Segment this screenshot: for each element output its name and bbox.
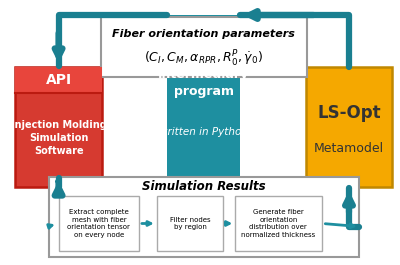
Text: Intermediary
program: Intermediary program xyxy=(158,68,249,98)
Text: Injection Molding
Simulation
Software: Injection Molding Simulation Software xyxy=(11,120,106,156)
Bar xyxy=(157,196,224,251)
Bar xyxy=(16,67,102,93)
Text: Metamodel: Metamodel xyxy=(314,142,384,155)
Bar xyxy=(16,67,102,187)
Text: Filter nodes
by region: Filter nodes by region xyxy=(170,217,210,230)
Text: Extract complete
mesh with fiber
orientation tensor
on every node: Extract complete mesh with fiber orienta… xyxy=(67,209,130,238)
Bar xyxy=(58,196,139,251)
Bar xyxy=(306,67,392,187)
Text: $(C_I, C_M, \alpha_{RPR}, R_0^P, \dot{\gamma}_0)$: $(C_I, C_M, \alpha_{RPR}, R_0^P, \dot{\g… xyxy=(144,49,264,69)
Text: API: API xyxy=(46,73,72,87)
Bar xyxy=(168,15,240,210)
Text: Fiber orientation parameters: Fiber orientation parameters xyxy=(112,29,295,39)
Bar xyxy=(101,17,307,77)
Text: (written in Python): (written in Python) xyxy=(155,127,252,137)
Text: Generate fiber
orientation
distribution over
normalized thickness: Generate fiber orientation distribution … xyxy=(241,209,316,238)
Text: LS-Opt: LS-Opt xyxy=(317,104,381,122)
Bar xyxy=(49,177,359,257)
Text: Simulation Results: Simulation Results xyxy=(142,180,266,193)
Bar xyxy=(235,196,322,251)
